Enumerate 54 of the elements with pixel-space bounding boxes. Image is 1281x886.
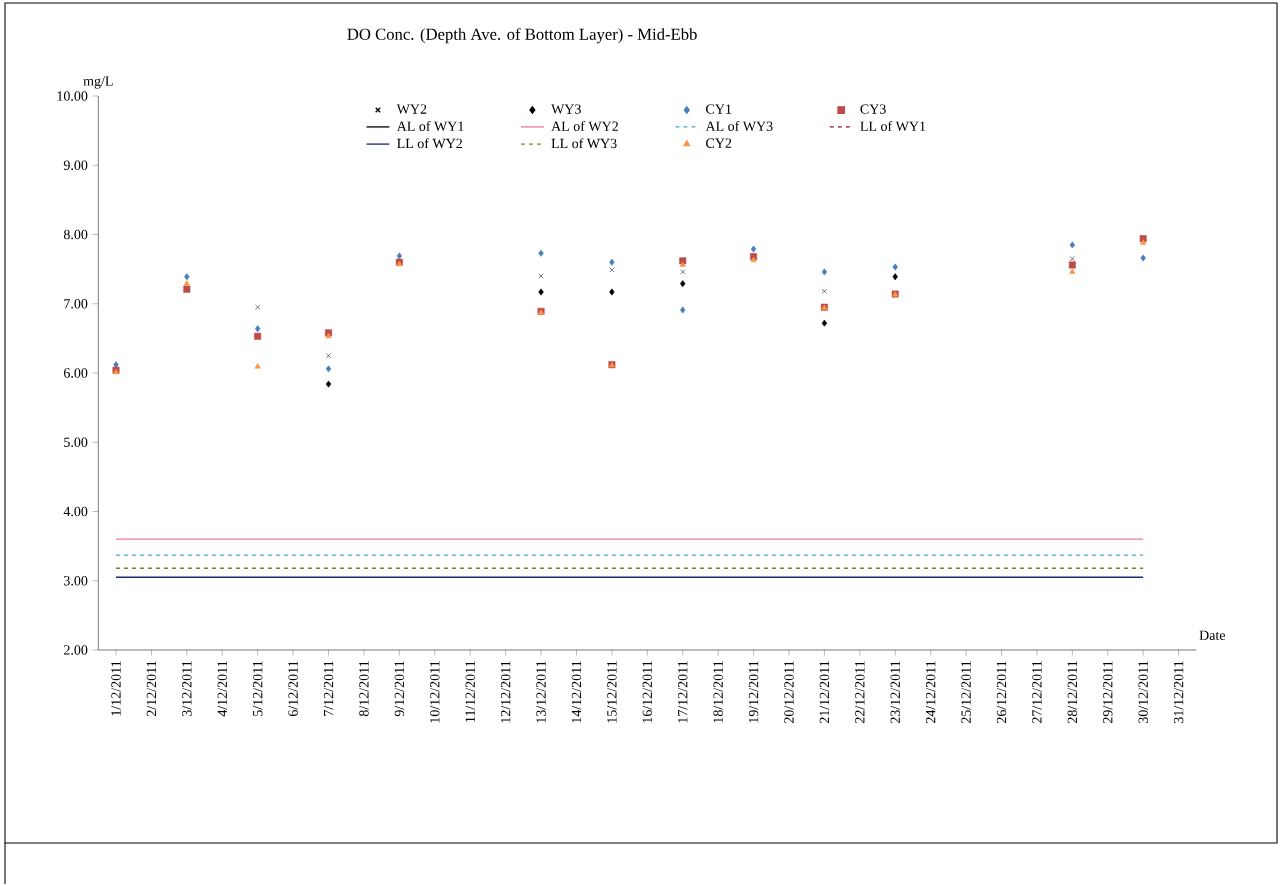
x-tick-label: 24/12/2011 (925, 661, 936, 724)
legend-label: WY2 (396, 104, 427, 114)
x-tick-label: 23/12/2011 (890, 661, 900, 724)
legend-label: CY2 (706, 138, 732, 148)
x-tick-label: 5/12/2011 (252, 661, 263, 716)
y-tick-label: 2.00 (64, 645, 88, 655)
legend-label: AL of WY1 (396, 120, 464, 132)
legend-label: CY1 (706, 104, 732, 114)
x-tick-label: 18/12/2011 (713, 661, 723, 723)
chart-title: DO Conc. (Depth Ave. of Bottom Layer) - Mid-Ebb (347, 27, 697, 44)
x-tick-label: 21/12/2011 (819, 661, 830, 724)
x-tick-label: 1/12/2011 (111, 661, 121, 716)
legend-label: CY3 (860, 104, 886, 114)
legend-label: AL of WY2 (551, 120, 618, 132)
x-tick-label: 13/12/2011 (536, 661, 546, 723)
x-tick-label: 20/12/2011 (784, 661, 794, 724)
legend-label: LL of WY3 (551, 138, 617, 149)
x-tick-label: 17/12/2011 (678, 661, 688, 723)
x-tick-label: 8/12/2011 (359, 661, 369, 717)
x-tick-label: 30/12/2011 (1138, 661, 1148, 723)
x-axis-title: Date (1199, 630, 1226, 640)
legend-label: LL of WY2 (397, 138, 463, 149)
y-tick-label: 3.00 (64, 576, 88, 586)
x-tick-label: 31/12/2011 (1173, 661, 1184, 723)
x-tick-label: 11/12/2011 (465, 661, 475, 722)
legend-label: LL of WY1 (860, 120, 926, 132)
x-tick-label: 26/12/2011 (996, 661, 1007, 724)
x-tick-label: 15/12/2011 (607, 661, 617, 723)
x-tick-label: 29/12/2011 (1103, 661, 1113, 724)
x-tick-label: 2/12/2011 (146, 661, 157, 717)
x-tick-label: 6/12/2011 (288, 661, 298, 717)
x-tick-label: 28/12/2011 (1067, 661, 1078, 724)
y-tick-label: 8.00 (63, 229, 88, 240)
x-tick-label: 7/12/2011 (323, 661, 334, 716)
y-tick-label: 10.00 (57, 91, 88, 101)
x-tick-label: 25/12/2011 (961, 661, 971, 724)
legend-label: AL of WY3 (705, 120, 773, 132)
y-axis-title: mg/L (83, 76, 113, 89)
y-tick-label: 5.00 (64, 437, 88, 447)
x-tick-label: 12/12/2011 (500, 661, 511, 723)
y-tick-label: 6.00 (64, 368, 88, 378)
legend-label: WY3 (551, 104, 581, 114)
x-tick-label: 9/12/2011 (394, 661, 405, 717)
x-tick-label: 10/12/2011 (430, 661, 440, 723)
y-tick-label: 9.00 (63, 160, 88, 170)
x-tick-label: 22/12/2011 (855, 661, 865, 724)
x-tick-label: 4/12/2011 (217, 661, 227, 717)
x-tick-label: 19/12/2011 (748, 661, 759, 723)
y-tick-label: 7.00 (64, 299, 88, 309)
x-tick-label: 14/12/2011 (571, 661, 582, 723)
x-tick-label: 27/12/2011 (1032, 661, 1042, 724)
x-tick-label: 16/12/2011 (642, 661, 653, 723)
y-tick-label: 4.00 (63, 506, 88, 517)
x-tick-label: 3/12/2011 (182, 661, 192, 716)
